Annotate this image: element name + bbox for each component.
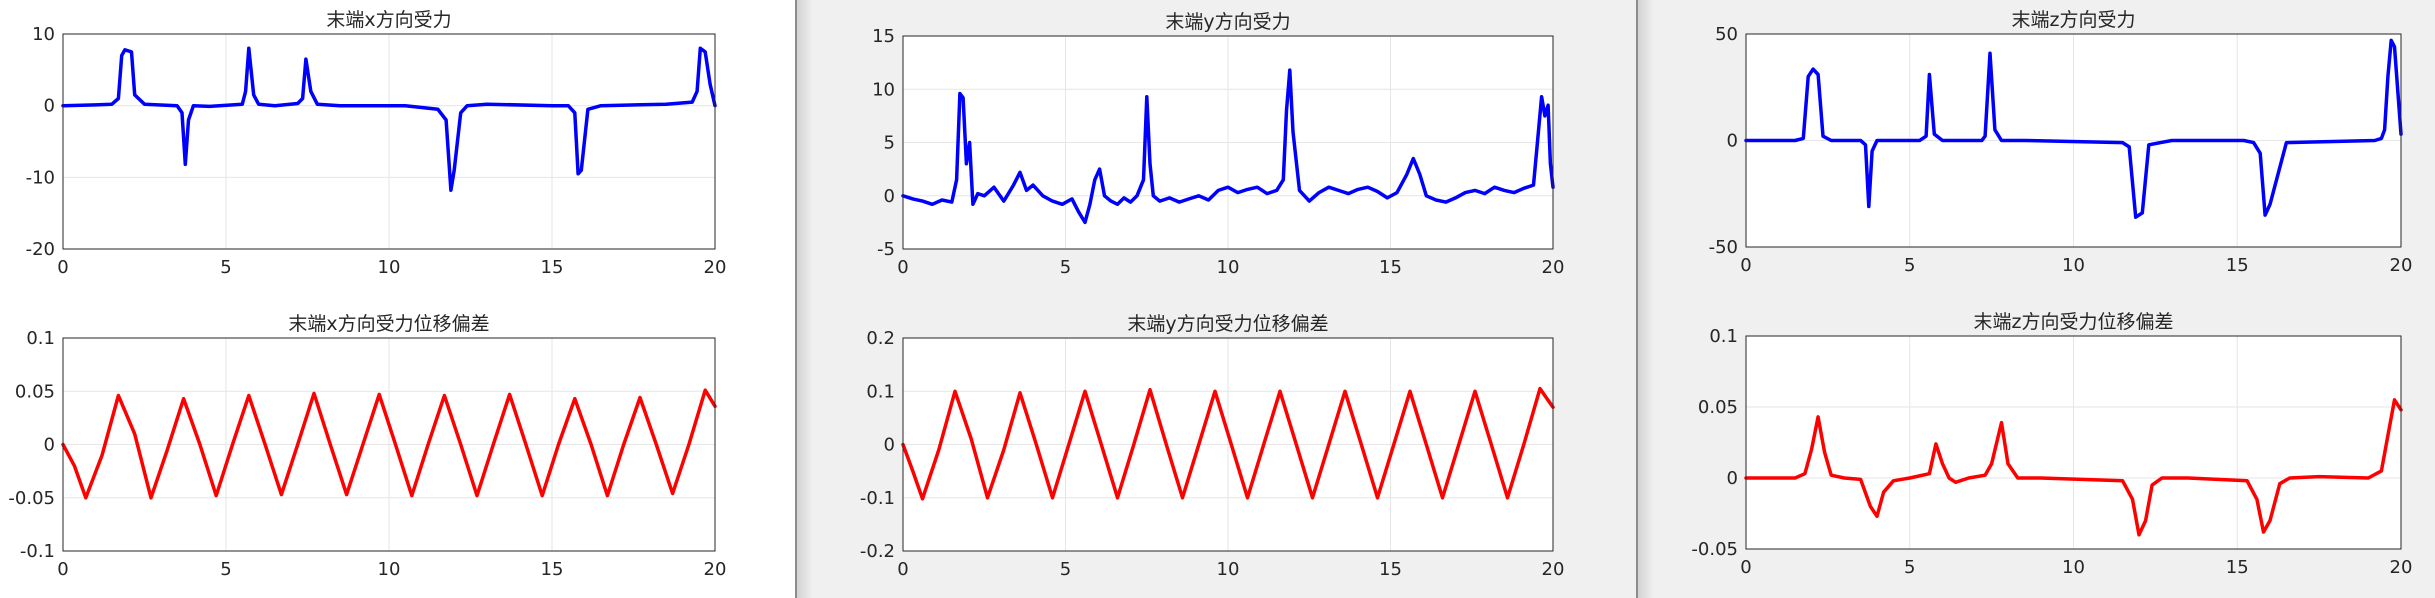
figure-window-y: 0 5 10 15 20 -5 0 5 10 15 末端y方向受力 0 5 10 15 20 -0.2 -0.1 0… xyxy=(795,0,1636,598)
chart-1: 0 5 10 15 20 -0.1 -0.05 0 0.05 0.1 末端x方向受力位移偏差 xyxy=(8,313,726,580)
x-tick-label: 5 xyxy=(1904,557,1915,578)
x-tick-label: 20 xyxy=(2390,255,2413,276)
plot-border xyxy=(1745,33,2402,248)
plot-border xyxy=(1745,335,2402,550)
chart-title: 末端x方向受力位移偏差 xyxy=(288,313,489,335)
x-tick-label: 0 xyxy=(897,257,908,278)
window-divider xyxy=(795,0,797,598)
x-tick-label: 15 xyxy=(541,559,564,580)
chart-title: 末端z方向受力位移偏差 xyxy=(1974,311,2174,333)
x-tick-label: 15 xyxy=(1379,559,1402,580)
chart-0: 0 5 10 15 20 -20 -10 0 10 末端x方向受力 xyxy=(26,9,727,278)
y-tick-label: -0.2 xyxy=(860,541,895,562)
series-line xyxy=(1744,398,2403,537)
y-tick-label: 0.05 xyxy=(15,381,55,402)
x-tick-label: 0 xyxy=(1740,255,1751,276)
y-tick-label: 15 xyxy=(872,26,895,47)
series-line xyxy=(901,68,1555,225)
y-tick-label: -0.05 xyxy=(1691,539,1738,560)
x-tick-label: 20 xyxy=(2390,557,2413,578)
x-tick-label: 10 xyxy=(378,559,401,580)
y-tick-label: 0 xyxy=(44,96,55,117)
x-tick-label: 10 xyxy=(1217,257,1240,278)
chart-3: 0 5 10 15 20 -0.2 -0.1 0 0.1 0.2 末端y方向受力位移偏差 xyxy=(860,313,1565,580)
plot-border xyxy=(62,33,716,250)
y-tick-label: 0 xyxy=(884,435,895,456)
y-tick-label: 0.1 xyxy=(26,328,55,349)
x-tick-label: 15 xyxy=(541,257,564,278)
x-tick-label: 20 xyxy=(704,559,727,580)
series-line xyxy=(61,46,717,192)
series-line xyxy=(901,386,1555,501)
plot-border xyxy=(902,35,1554,250)
y-tick-label: 0.1 xyxy=(866,381,895,402)
chart-title: 末端x方向受力 xyxy=(326,9,451,31)
y-tick-label: 0 xyxy=(44,435,55,456)
figure-x-plots: 0 5 10 15 20 -20 -10 0 10 末端x方向受力 0 5 10 15 20 -0.1 -0.0… xyxy=(8,9,727,580)
series-line xyxy=(1744,38,2403,219)
figure-window-x: 0 5 10 15 20 -20 -10 0 10 末端x方向受力 0 5 10 15 20 -0.1 -0.0… xyxy=(0,0,795,598)
plot-border xyxy=(902,337,1554,552)
x-tick-label: 10 xyxy=(378,257,401,278)
x-tick-label: 10 xyxy=(2062,255,2085,276)
y-tick-label: -0.05 xyxy=(8,488,55,509)
chart-title: 末端z方向受力 xyxy=(2012,9,2136,31)
y-tick-label: 50 xyxy=(1715,24,1738,45)
x-tick-label: 20 xyxy=(1542,559,1565,580)
x-tick-label: 0 xyxy=(1740,557,1751,578)
y-tick-label: 5 xyxy=(884,133,895,154)
y-tick-label: -20 xyxy=(26,239,55,260)
x-tick-label: 10 xyxy=(2062,557,2085,578)
y-tick-label: -50 xyxy=(1709,237,1738,258)
y-tick-label: -0.1 xyxy=(860,488,895,509)
figure-window-z: 0 5 10 15 20 -50 0 50 末端z方向受力 0 5 10 15 20 -0.05 0 0.05 0… xyxy=(1636,0,2435,598)
x-tick-label: 0 xyxy=(57,257,68,278)
x-tick-label: 15 xyxy=(1379,257,1402,278)
x-tick-label: 10 xyxy=(1217,559,1240,580)
plot-border xyxy=(62,337,716,552)
x-tick-label: 5 xyxy=(1060,559,1071,580)
x-tick-label: 5 xyxy=(1060,257,1071,278)
y-tick-label: 0 xyxy=(1727,468,1738,489)
series-line xyxy=(61,388,717,500)
window-divider xyxy=(1636,0,1638,598)
y-tick-label: 0.1 xyxy=(1709,326,1738,347)
x-tick-label: 20 xyxy=(1542,257,1565,278)
y-tick-label: 0 xyxy=(884,186,895,207)
chart-title: 末端y方向受力 xyxy=(1165,11,1290,33)
x-tick-label: 5 xyxy=(1904,255,1915,276)
x-tick-label: 15 xyxy=(2226,255,2249,276)
x-tick-label: 5 xyxy=(220,257,231,278)
y-tick-label: 0.2 xyxy=(866,328,895,349)
y-tick-label: 10 xyxy=(872,79,895,100)
x-tick-label: 0 xyxy=(897,559,908,580)
y-tick-label: 0 xyxy=(1727,131,1738,152)
y-tick-label: 0.05 xyxy=(1698,397,1738,418)
x-tick-label: 15 xyxy=(2226,557,2249,578)
y-tick-label: -0.1 xyxy=(20,541,55,562)
x-tick-label: 0 xyxy=(57,559,68,580)
y-tick-label: -5 xyxy=(877,239,895,260)
chart-title: 末端y方向受力位移偏差 xyxy=(1127,313,1328,335)
y-tick-label: 10 xyxy=(32,24,55,45)
x-tick-label: 20 xyxy=(704,257,727,278)
x-tick-label: 5 xyxy=(220,559,231,580)
y-tick-label: -10 xyxy=(26,167,55,188)
